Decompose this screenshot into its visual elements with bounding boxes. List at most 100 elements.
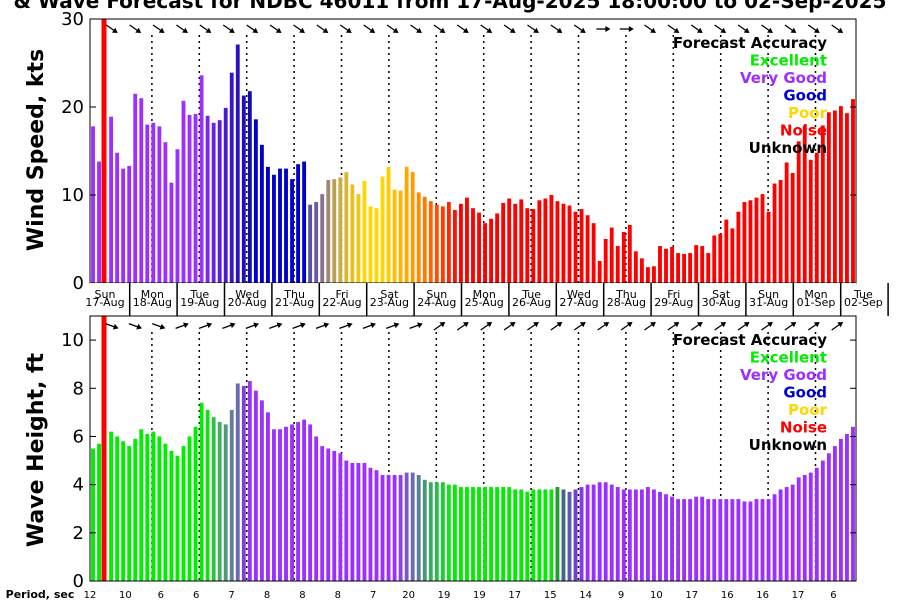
wind-bar — [658, 246, 662, 283]
wave-direction-arrow — [807, 321, 820, 331]
wave-direction-arrow — [667, 321, 680, 331]
wave-bar — [386, 475, 391, 581]
wind-bar — [639, 258, 644, 283]
wind-bar — [826, 112, 831, 283]
wave-legend-title: Forecast Accuracy — [673, 331, 827, 349]
wind-bar — [633, 251, 638, 283]
wave-bar — [308, 424, 313, 581]
wave-bar — [91, 448, 95, 581]
wave-bar — [241, 385, 246, 581]
wind-legend-excellent: Excellent — [750, 52, 827, 70]
wave-bar — [163, 443, 168, 581]
wave-bar — [579, 487, 584, 581]
wind-bar — [151, 122, 156, 283]
wave-bar — [802, 475, 807, 581]
period-value: 15 — [544, 590, 557, 600]
wind-legend-noise: Noise — [780, 122, 827, 140]
wave-bar — [404, 472, 409, 581]
wind-bar — [392, 189, 397, 283]
wind-y-tick-label: 30 — [61, 9, 84, 30]
day-of-week-label: Mon — [141, 288, 164, 301]
wind-bar — [386, 166, 391, 283]
wave-bar — [471, 487, 475, 581]
period-value: 7 — [228, 590, 234, 600]
wave-bar — [314, 436, 319, 581]
wave-bar — [724, 499, 729, 581]
wind-bar — [284, 168, 288, 283]
wave-y-axis-label: Wave Height, ft — [24, 352, 49, 547]
period-value: 16 — [756, 590, 769, 600]
wind-bar — [790, 173, 795, 283]
wind-direction-arrow — [527, 24, 539, 34]
wind-bar — [145, 124, 150, 283]
wave-bar — [573, 489, 578, 581]
wind-direction-arrow — [714, 24, 727, 34]
wind-direction-arrow — [152, 24, 165, 34]
wind-direction-arrow — [339, 24, 352, 34]
wind-bar — [380, 176, 385, 283]
wind-direction-arrow — [129, 24, 142, 34]
day-of-week-label: Sat — [712, 288, 731, 301]
wind-direction-arrow — [550, 24, 563, 34]
wind-bar — [109, 116, 114, 284]
wave-bar — [790, 484, 795, 581]
period-value: 6 — [158, 590, 164, 600]
wind-bar — [175, 149, 180, 283]
wave-bar — [549, 489, 554, 581]
wave-direction-arrow — [714, 321, 727, 331]
wind-bar — [290, 179, 294, 283]
date-label: 22-Aug — [322, 296, 361, 309]
wind-bar — [579, 209, 584, 283]
wind-bar — [356, 194, 361, 283]
wave-bar — [591, 484, 596, 581]
wave-bar — [567, 491, 572, 581]
period-value: 10 — [119, 590, 132, 600]
wind-direction-arrow — [807, 24, 820, 34]
wave-bar — [483, 487, 487, 581]
wind-bar — [561, 203, 566, 283]
wave-bar — [633, 489, 638, 581]
wave-bar — [205, 409, 210, 581]
wave-bar — [537, 489, 542, 581]
wind-bar — [483, 223, 487, 283]
wind-bar — [440, 206, 445, 283]
wind-bar — [501, 202, 506, 283]
wind-bar — [422, 196, 427, 283]
wind-direction-arrow — [316, 24, 329, 34]
day-of-week-label: Sat — [380, 288, 399, 301]
date-label: 20-Aug — [228, 296, 267, 309]
wave-bar — [507, 487, 512, 581]
wind-bar — [314, 202, 319, 283]
day-of-week-label: Sun — [758, 288, 779, 301]
date-label: 25-Aug — [465, 296, 504, 309]
wave-bar — [374, 470, 379, 581]
wind-bar — [157, 126, 162, 283]
wave-bar — [845, 434, 849, 581]
wave-y-tick-label: 6 — [73, 426, 84, 447]
wave-bar — [718, 499, 723, 581]
date-label: 27-Aug — [559, 296, 598, 309]
wave-bar — [235, 383, 240, 581]
wave-bar — [712, 499, 717, 581]
wave-bar — [139, 429, 144, 581]
wave-bar — [615, 487, 620, 581]
wind-bar — [724, 219, 729, 283]
day-of-week-label: Wed — [567, 288, 591, 301]
wave-direction-arrow — [433, 321, 446, 331]
wave-bar — [609, 484, 614, 581]
day-of-week-label: Sun — [426, 288, 447, 301]
wave-bar — [585, 484, 590, 581]
wind-bar — [368, 206, 373, 283]
wind-bar — [465, 197, 469, 283]
wind-bar — [91, 126, 95, 283]
wave-bar — [380, 475, 385, 581]
day-of-week-label: Thu — [615, 288, 637, 301]
wind-direction-arrow — [784, 24, 797, 34]
wave-bar — [398, 475, 403, 581]
wind-bar — [241, 95, 246, 283]
wave-bar — [694, 496, 699, 581]
wind-bar — [205, 115, 210, 283]
wind-bar — [814, 152, 819, 283]
wave-bar — [501, 487, 506, 581]
